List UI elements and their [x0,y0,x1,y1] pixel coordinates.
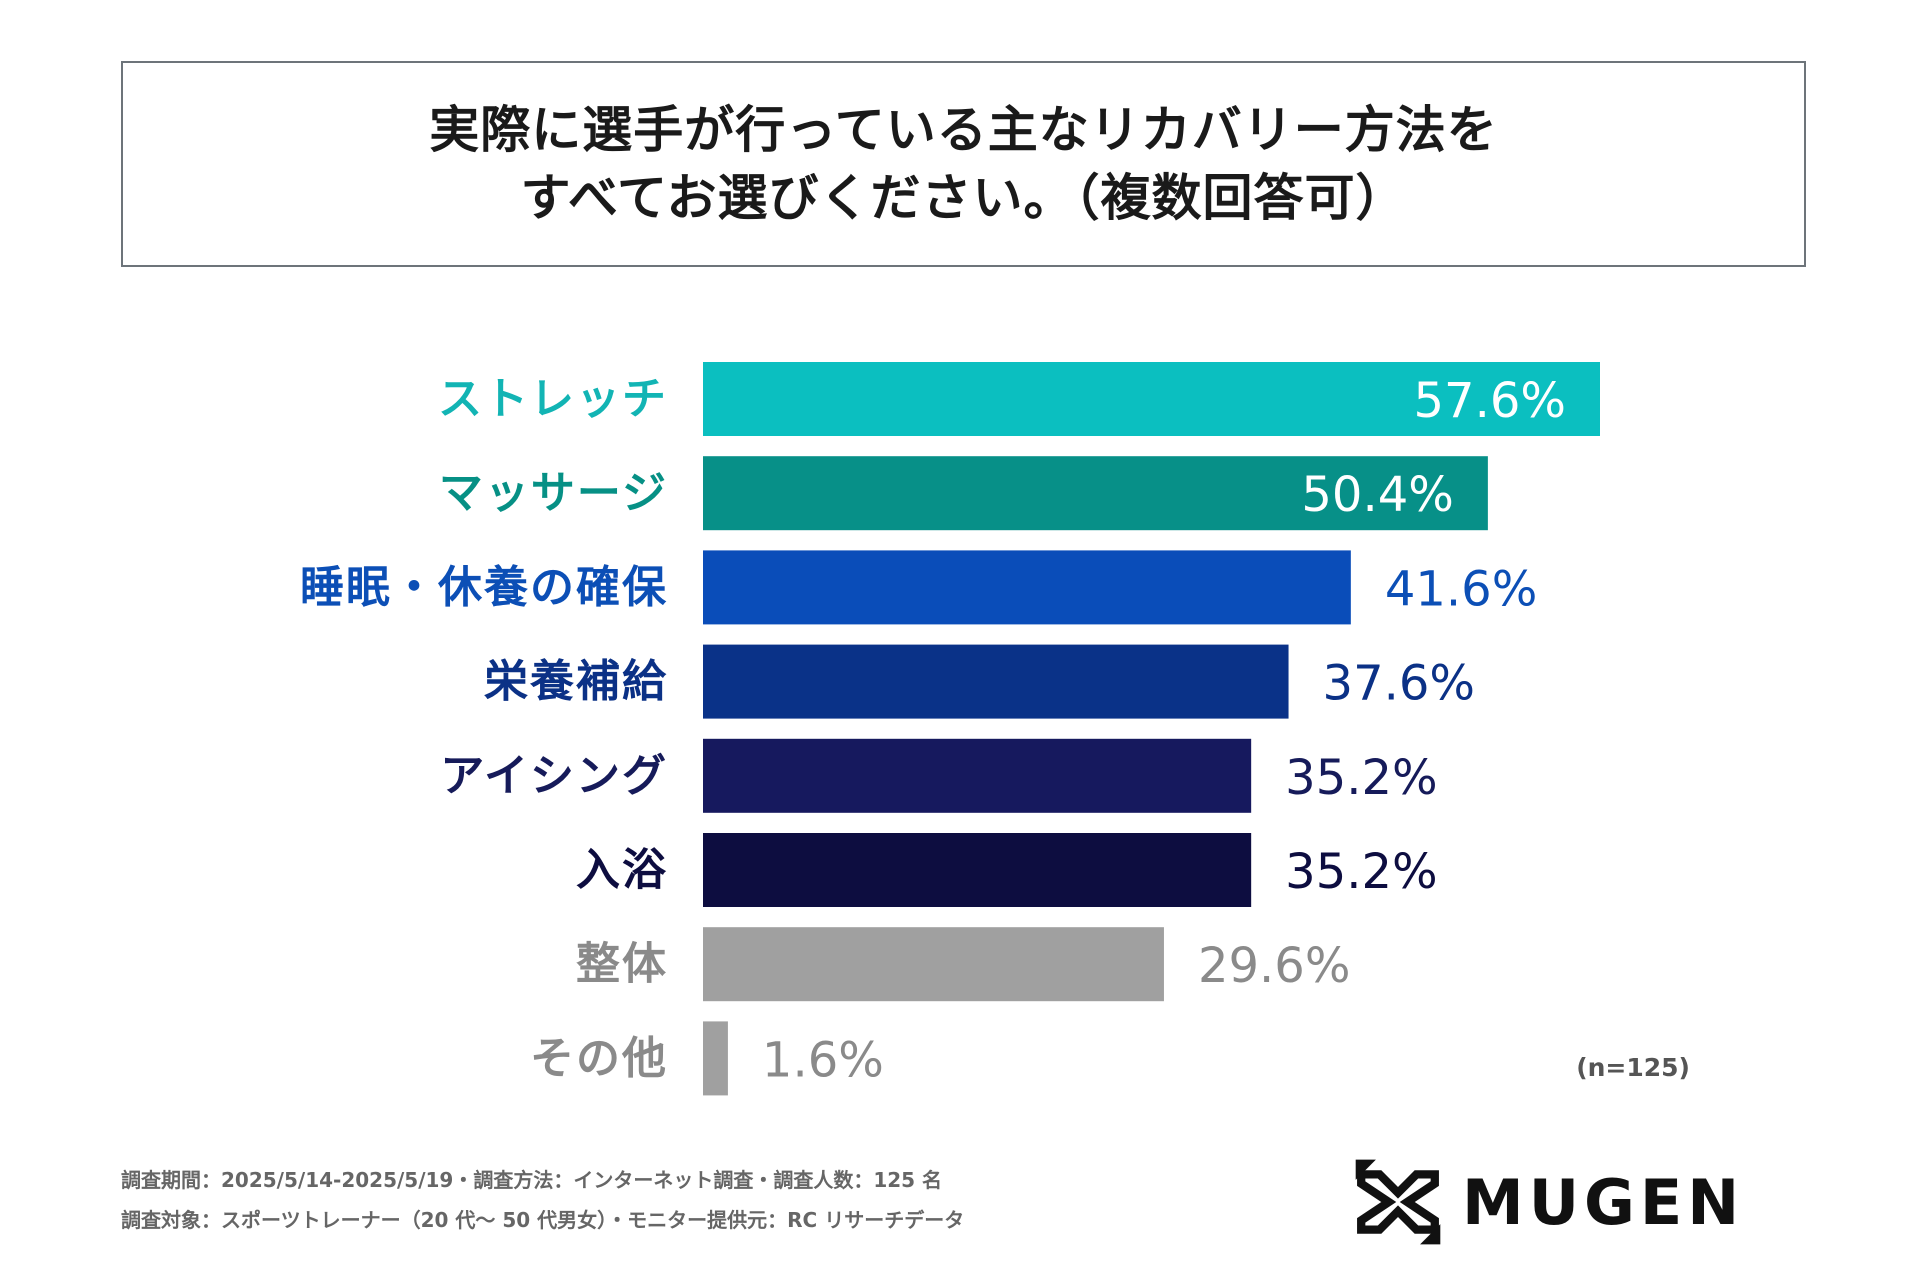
value-label-1: 57.6% [1414,373,1566,429]
category-label-5: アイシング [440,750,668,801]
chart-title-box: 実際に選手が行っている主なリカバリー方法を すべてお選びください。（複数回答可） [121,61,1806,267]
bar-7 [703,927,1164,1002]
survey-period-note: 調査期間：2025/5/14-2025/5/19・調査方法：インターネット調査・… [121,1168,943,1192]
bar-1 [703,362,1600,436]
bar-5 [703,738,1252,813]
logo-wordmark: MUGEN [1462,1165,1745,1239]
mugen-logo: MUGEN [1352,1152,1812,1252]
value-label-7: 29.6% [1198,938,1350,994]
bar-4 [703,644,1289,719]
value-label-2: 50.4% [1301,467,1453,523]
bar-8 [703,1021,728,1096]
value-label-6: 35.2% [1285,844,1437,900]
bar-6 [703,833,1252,907]
chart-title-line-2: すべてお選びください。（複数回答可） [520,169,1407,227]
bar-chart: ストレッチ 57.6% マッサージ 50.4% 睡眠・休養の確保 41.6% 栄養補給 37.… [300,362,1600,1096]
value-label-5: 35.2% [1285,750,1437,806]
chart-title-line-1: 実際に選手が行っている主なリカバリー方法を [429,101,1498,159]
category-label-3: 睡眠・休養の確保 [300,562,668,613]
category-label-7: 整体 [576,939,668,990]
value-label-3: 41.6% [1385,561,1537,617]
bar-3 [703,550,1351,625]
sample-size-note: (n=125) [1576,1053,1690,1082]
category-label-8: その他 [530,1033,668,1084]
value-label-8: 1.6% [762,1032,884,1088]
category-label-1: ストレッチ [438,374,668,425]
category-label-6: 入浴 [576,845,668,896]
bar-2 [703,456,1488,531]
category-label-2: マッサージ [439,468,668,519]
mugen-cross-arrows-icon [1355,1159,1441,1245]
value-label-4: 37.6% [1323,656,1475,712]
category-label-4: 栄養補給 [484,656,668,707]
survey-target-note: 調査対象：スポーツトレーナー（20 代〜 50 代男女）・モニター提供元：RC … [121,1208,965,1232]
